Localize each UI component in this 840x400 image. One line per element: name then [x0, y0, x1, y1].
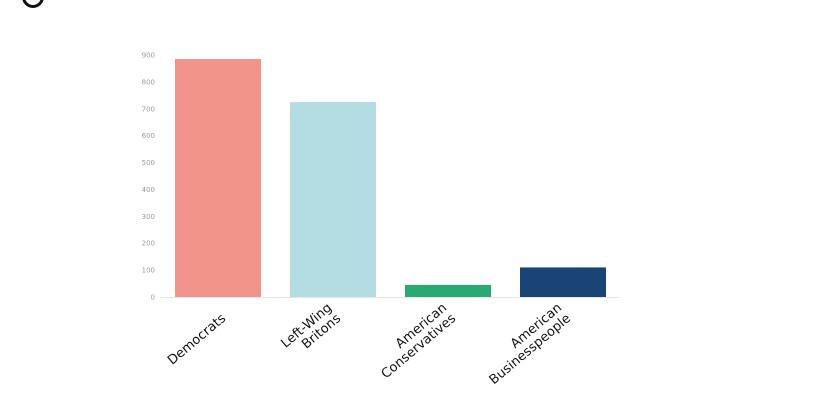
x-category-label: Left-WingBritons: [278, 300, 344, 362]
y-tick-label: 900: [142, 52, 155, 60]
y-tick-label: 800: [142, 78, 155, 86]
bar: [405, 284, 491, 297]
x-category-label-line: Democrats: [165, 311, 229, 368]
y-tick-label: 700: [142, 105, 155, 113]
y-tick-label: 500: [142, 159, 155, 167]
x-category-label: AmericanBusinesspeople: [478, 301, 574, 388]
y-tick-label: 400: [142, 186, 155, 194]
y-tick-label: 600: [142, 132, 155, 140]
y-axis-ticks: 0 100 200 300 400 500 600 700 800 900: [142, 52, 155, 302]
bar: [175, 59, 261, 298]
bars: [175, 59, 606, 298]
x-category-label: Democrats: [165, 311, 229, 368]
y-tick-label: 200: [142, 240, 155, 248]
bar: [290, 102, 376, 297]
x-axis-labels: Democrats Left-WingBritons AmericanConserv…: [165, 300, 574, 388]
y-tick-label: 0: [151, 294, 155, 302]
y-tick-label: 300: [142, 213, 155, 221]
y-tick-label: 100: [142, 267, 155, 275]
x-category-label: AmericanConservatives: [370, 300, 459, 382]
bar: [520, 267, 606, 297]
